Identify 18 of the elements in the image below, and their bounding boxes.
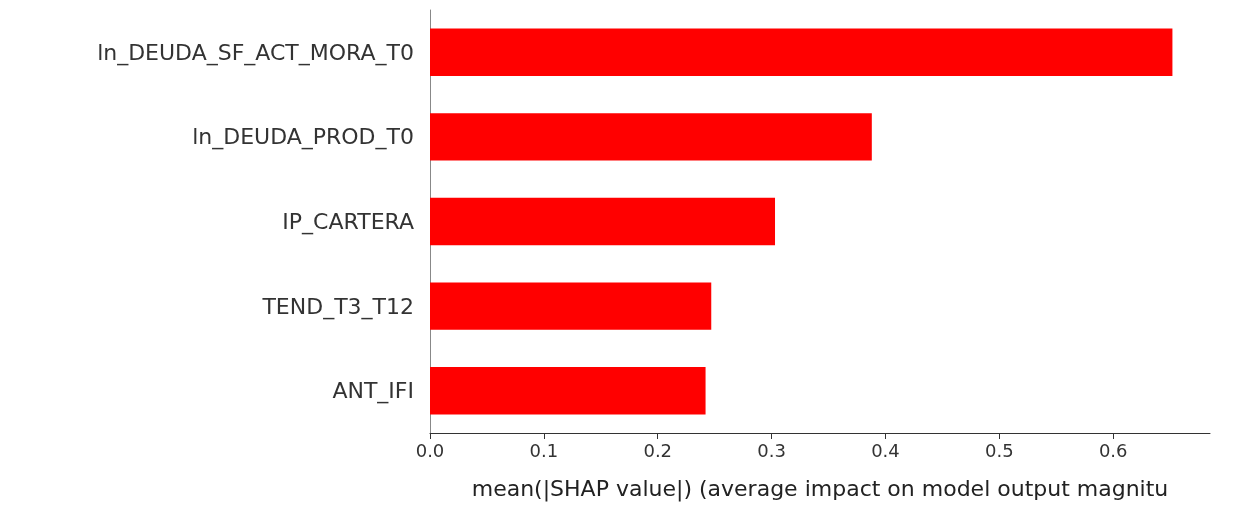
y-tick-label: ANT_IFI [332,378,414,405]
bar [430,367,706,415]
y-tick-label: ln_DEUDA_SF_ACT_MORA_T0 [97,39,414,66]
x-tick-label: 0.2 [643,439,673,461]
x-tick-label: 0.6 [1098,439,1128,461]
x-tick-label: 0.3 [757,439,786,461]
x-tick-label: 0.5 [985,439,1014,461]
bar [430,113,872,161]
y-tick-label: ln_DEUDA_PROD_T0 [192,124,414,151]
bar [430,28,1173,76]
y-tick-label: TEND_T3_T12 [261,293,414,320]
x-tick-label: 0.1 [529,439,559,461]
x-tick-label: 0.4 [871,439,900,461]
x-tick-label: 0.0 [415,439,445,461]
y-tick-label: IP_CARTERA [282,209,414,235]
bar [430,282,712,330]
x-axis-title: mean(|SHAP value|) (average impact on model output magnitu [471,475,1169,502]
bar [430,197,776,246]
